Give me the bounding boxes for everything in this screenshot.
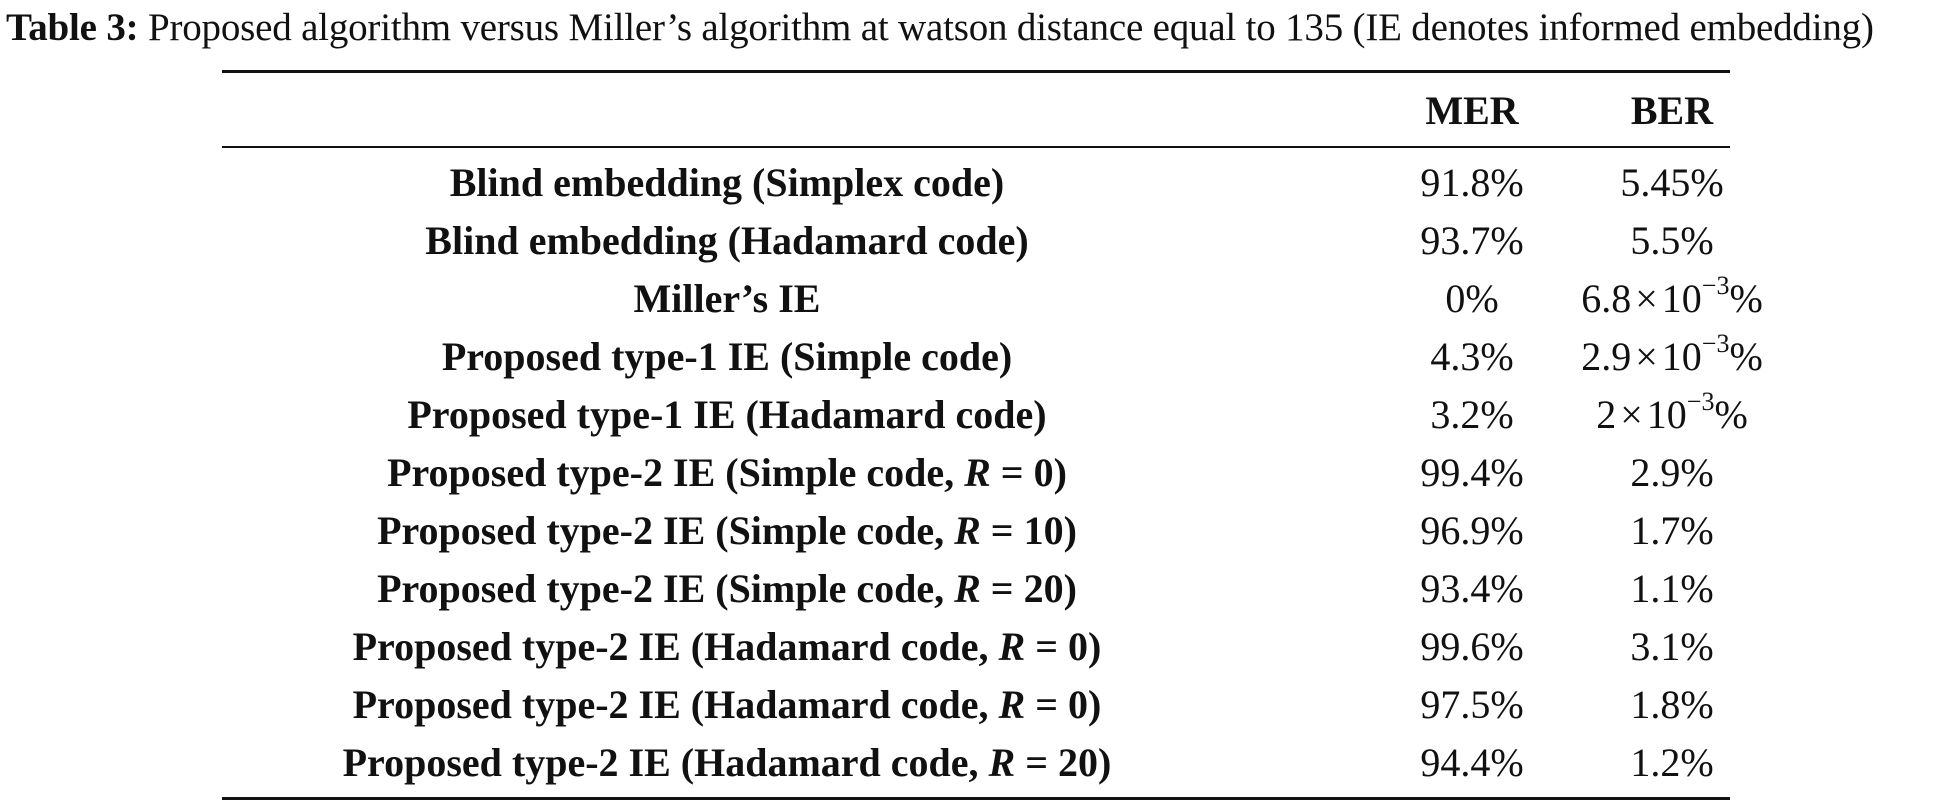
row-method: Proposed type-2 IE (Hadamard code, R = 2…: [342, 740, 1112, 785]
row-ber: 1.7%: [1630, 508, 1714, 553]
table-row: Proposed type-1 IE (Hadamard code) 3.2% …: [222, 386, 1747, 444]
row-ber: 6.8 × 10−3%: [1552, 270, 1792, 328]
ber-unit: %: [1714, 392, 1748, 437]
ber-exponent: −3: [1701, 329, 1730, 358]
row-ber: 2.9 × 10−3%: [1552, 328, 1792, 386]
table-row: Proposed type-2 IE (Hadamard code, R = 0…: [222, 618, 1730, 676]
row-method: Miller’s IE: [633, 276, 821, 321]
row-method: Blind embedding (Hadamard code): [425, 218, 1029, 263]
times-sign: ×: [1635, 276, 1658, 321]
row-method: Proposed type-1 IE (Simple code): [441, 334, 1013, 379]
row-method: Proposed type-2 IE (Simple code, R = 0): [387, 450, 1067, 495]
row-method: Proposed type-2 IE (Simple code, R = 10): [377, 508, 1077, 553]
table-caption: Table 3: Proposed algorithm versus Mille…: [6, 6, 1951, 50]
row-ber: 1.8%: [1630, 682, 1714, 727]
table-row: Proposed type-1 IE (Simple code) 4.3% 2.…: [222, 328, 1763, 386]
ber-unit: %: [1729, 334, 1763, 379]
r-variable: R: [964, 450, 991, 495]
ber-unit: %: [1729, 276, 1763, 321]
header-mer: MER: [1425, 88, 1519, 133]
ber-base: 10: [1646, 392, 1687, 437]
row-method: Blind embedding (Simplex code): [449, 160, 1005, 205]
row-mer: 97.5%: [1420, 682, 1524, 727]
row-ber: 1.2%: [1630, 740, 1714, 785]
table-row: Proposed type-2 IE (Hadamard code, R = 0…: [222, 676, 1730, 734]
ber-mantissa: 6.8: [1581, 276, 1632, 321]
row-method: Proposed type-2 IE (Hadamard code, R = 0…: [352, 624, 1102, 669]
r-variable: R: [998, 682, 1026, 727]
row-mer: 93.7%: [1420, 218, 1524, 263]
row-method: Proposed type-2 IE (Hadamard code, R = 0…: [352, 682, 1102, 727]
row-ber: 5.45%: [1620, 160, 1724, 205]
row-mer: 99.6%: [1420, 624, 1524, 669]
row-ber: 3.1%: [1630, 624, 1714, 669]
row-ber: 1.1%: [1630, 566, 1714, 611]
ber-exponent: −3: [1686, 387, 1715, 416]
times-sign: ×: [1635, 334, 1658, 379]
row-ber: 2.9%: [1630, 450, 1714, 495]
row-method: Proposed type-2 IE (Simple code, R = 20): [377, 566, 1077, 611]
ber-exponent: −3: [1701, 271, 1730, 300]
table-row: Proposed type-2 IE (Hadamard code, R = 2…: [222, 734, 1730, 792]
row-mer: 93.4%: [1420, 566, 1524, 611]
row-mer: 91.8%: [1420, 160, 1524, 205]
bottom-rule: [222, 797, 1730, 800]
row-mer: 3.2%: [1430, 392, 1514, 437]
times-sign: ×: [1620, 392, 1643, 437]
row-mer: 96.9%: [1420, 508, 1524, 553]
ber-mantissa: 2.9: [1581, 334, 1632, 379]
row-mer: 0%: [1445, 276, 1499, 321]
r-variable: R: [954, 508, 981, 553]
row-mer: 99.4%: [1420, 450, 1524, 495]
ber-base: 10: [1661, 276, 1702, 321]
table-row: Miller’s IE 0% 6.8 × 10−3%: [222, 270, 1763, 328]
r-variable: R: [954, 566, 981, 611]
table-row: Blind embedding (Simplex code) 91.8% 5.4…: [222, 154, 1730, 212]
r-variable: R: [998, 624, 1026, 669]
row-ber: 2 × 10−3%: [1552, 386, 1792, 444]
row-mer: 94.4%: [1420, 740, 1524, 785]
table-row: Proposed type-2 IE (Simple code, R = 10)…: [222, 502, 1730, 560]
row-mer: 4.3%: [1430, 334, 1514, 379]
ber-base: 10: [1661, 334, 1702, 379]
table-header-row: MER BER: [222, 86, 1730, 136]
row-method: Proposed type-1 IE (Hadamard code): [407, 392, 1047, 437]
row-ber: 5.5%: [1630, 218, 1714, 263]
table-row: Proposed type-2 IE (Simple code, R = 20)…: [222, 560, 1730, 618]
header-rule: [222, 146, 1730, 148]
caption-label: Table 3:: [6, 6, 139, 49]
top-rule: [222, 70, 1730, 73]
r-variable: R: [988, 740, 1016, 785]
header-ber: BER: [1630, 88, 1714, 133]
caption-text: Proposed algorithm versus Miller’s algor…: [138, 6, 1874, 49]
table-row: Proposed type-2 IE (Simple code, R = 0) …: [222, 444, 1730, 502]
table-row: Blind embedding (Hadamard code) 93.7% 5.…: [222, 212, 1730, 270]
ber-mantissa: 2: [1596, 392, 1617, 437]
